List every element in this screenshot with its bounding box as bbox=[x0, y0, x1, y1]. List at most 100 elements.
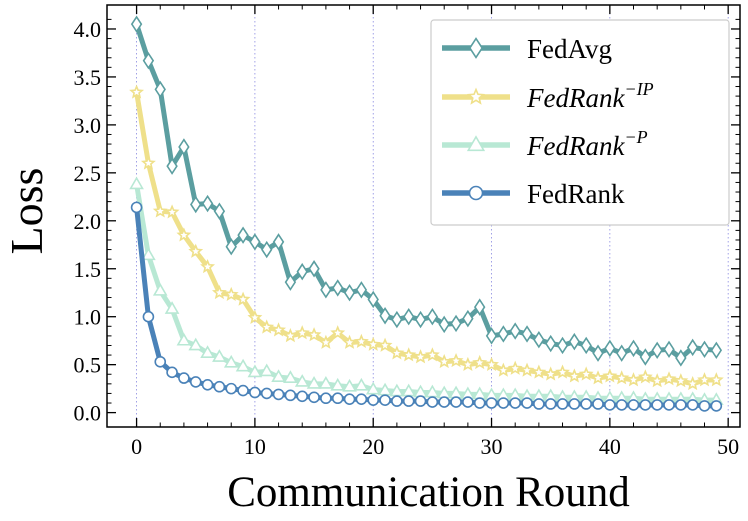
data-point bbox=[260, 387, 273, 400]
data-point bbox=[566, 368, 582, 383]
data-point bbox=[533, 398, 545, 410]
data-point bbox=[247, 309, 263, 325]
data-point bbox=[178, 138, 190, 156]
data-point bbox=[342, 334, 358, 349]
data-point bbox=[568, 398, 581, 410]
data-point bbox=[213, 380, 226, 393]
legend-label: FedRank bbox=[527, 179, 625, 209]
data-point bbox=[272, 233, 285, 251]
data-point bbox=[580, 336, 592, 355]
data-point bbox=[377, 337, 393, 352]
y-axis-label: Loss bbox=[1, 168, 52, 255]
data-point bbox=[237, 384, 249, 397]
legend-entry: FedRank−P bbox=[442, 127, 648, 161]
data-point bbox=[391, 395, 403, 407]
legend-marker bbox=[468, 37, 484, 59]
data-point bbox=[166, 366, 178, 379]
axis-ticks: 0 10 20 30 40 50 0.0 0.5 1.0 1.5 2.0 2.5 3.0 3.5 4.0 bbox=[74, 5, 740, 459]
data-point bbox=[142, 51, 155, 70]
data-point bbox=[485, 397, 498, 409]
data-point bbox=[235, 358, 251, 372]
data-point bbox=[450, 396, 462, 408]
data-point bbox=[472, 354, 488, 370]
data-point bbox=[413, 349, 428, 364]
data-point bbox=[284, 273, 297, 291]
data-point bbox=[249, 386, 261, 399]
data-point bbox=[259, 319, 275, 334]
data-point bbox=[282, 328, 298, 343]
data-point bbox=[330, 377, 346, 391]
data-point bbox=[178, 372, 190, 384]
data-point bbox=[272, 388, 285, 401]
y-tick-label: 1.0 bbox=[74, 305, 102, 330]
data-point bbox=[533, 331, 545, 349]
data-point bbox=[414, 310, 427, 329]
x-tick-label: 40 bbox=[599, 434, 621, 459]
data-point bbox=[484, 356, 499, 371]
data-point bbox=[211, 284, 227, 300]
data-point bbox=[367, 394, 380, 406]
data-point bbox=[497, 325, 510, 343]
legend-label-superscript: −IP bbox=[624, 79, 653, 99]
data-point bbox=[355, 281, 368, 299]
data-point bbox=[438, 315, 450, 334]
data-point bbox=[604, 339, 616, 358]
data-point bbox=[710, 400, 723, 412]
data-point bbox=[592, 344, 604, 362]
data-point bbox=[391, 310, 403, 329]
data-point bbox=[130, 201, 143, 214]
y-tick-label: 2.5 bbox=[74, 161, 102, 186]
legend-entry: FedAvg bbox=[442, 34, 612, 64]
data-point bbox=[685, 376, 701, 391]
data-point bbox=[651, 399, 663, 411]
data-point bbox=[627, 339, 640, 358]
x-tick-label: 20 bbox=[362, 434, 384, 459]
data-point bbox=[649, 373, 665, 388]
data-point bbox=[189, 376, 202, 388]
data-point bbox=[271, 369, 286, 382]
y-tick-label: 1.5 bbox=[74, 257, 102, 282]
data-point bbox=[306, 327, 322, 342]
y-tick-label: 0.0 bbox=[74, 401, 102, 426]
data-point bbox=[473, 397, 486, 409]
data-point bbox=[686, 338, 699, 357]
data-point bbox=[223, 354, 239, 368]
data-point bbox=[212, 349, 227, 362]
data-point bbox=[592, 398, 604, 410]
data-point bbox=[129, 84, 145, 99]
data-point bbox=[225, 382, 238, 395]
data-point bbox=[604, 399, 616, 411]
y-tick-label: 3.0 bbox=[74, 113, 102, 138]
data-point bbox=[164, 301, 180, 314]
data-point bbox=[308, 260, 320, 278]
data-point bbox=[497, 397, 510, 409]
legend-label-superscript: −P bbox=[624, 127, 647, 147]
series-FedRank bbox=[130, 201, 723, 412]
data-point bbox=[637, 369, 653, 384]
data-point bbox=[675, 399, 687, 411]
data-point bbox=[365, 336, 381, 351]
data-point bbox=[436, 353, 452, 369]
data-point bbox=[355, 393, 368, 405]
data-point bbox=[343, 393, 356, 405]
data-point bbox=[473, 298, 486, 316]
data-point bbox=[306, 375, 322, 389]
legend-marker bbox=[466, 87, 486, 105]
data-point bbox=[296, 390, 309, 403]
data-point bbox=[261, 240, 273, 259]
data-point bbox=[580, 398, 592, 410]
data-point bbox=[578, 366, 594, 381]
data-point bbox=[247, 364, 263, 378]
data-point bbox=[190, 195, 202, 214]
data-point bbox=[651, 341, 663, 359]
data-point bbox=[249, 233, 261, 251]
data-point bbox=[521, 397, 533, 409]
data-point bbox=[509, 322, 521, 340]
data-point bbox=[450, 314, 462, 333]
data-point bbox=[543, 366, 559, 381]
data-point bbox=[235, 291, 251, 306]
data-point bbox=[626, 372, 641, 387]
data-point bbox=[590, 370, 606, 385]
data-point bbox=[223, 286, 239, 301]
